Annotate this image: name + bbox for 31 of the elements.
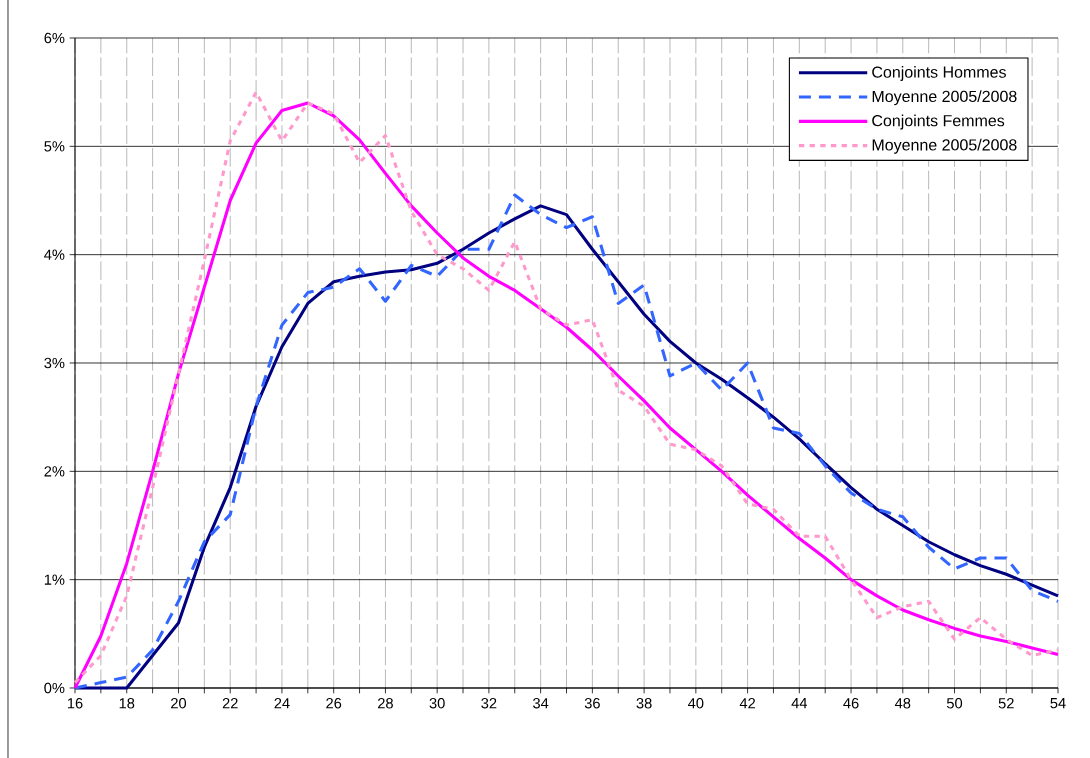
x-tick-label: 26 bbox=[326, 698, 342, 709]
y-tick-label: 6% bbox=[44, 32, 65, 44]
legend-label: Moyenne 2005/2008 bbox=[872, 138, 1017, 154]
x-tick-label: 28 bbox=[378, 698, 393, 709]
x-tick-label: 48 bbox=[894, 698, 911, 709]
x-tick-label: 44 bbox=[791, 698, 808, 709]
x-tick-label: 38 bbox=[636, 698, 652, 709]
x-tick-label: 20 bbox=[171, 698, 187, 709]
x-tick-label: 34 bbox=[533, 698, 549, 709]
x-tick-label: 24 bbox=[274, 698, 290, 709]
x-tick-label: 40 bbox=[688, 698, 704, 709]
x-tick-label: 32 bbox=[481, 698, 497, 709]
x-tick-label: 50 bbox=[946, 698, 963, 709]
y-tick-label: 1% bbox=[44, 574, 65, 585]
y-tick-label: 0% bbox=[44, 682, 65, 694]
y-tick-label: 2% bbox=[44, 466, 65, 477]
legend-label: Conjoints Hommes bbox=[872, 66, 1006, 81]
x-tick-label: 54 bbox=[1050, 698, 1066, 709]
y-tick-label: 4% bbox=[44, 249, 65, 260]
x-tick-label: 46 bbox=[843, 698, 859, 709]
x-tick-label: 18 bbox=[119, 698, 135, 709]
y-tick-label: 5% bbox=[44, 141, 65, 152]
x-tick-label: 52 bbox=[998, 698, 1014, 709]
x-tick-label: 30 bbox=[429, 698, 445, 709]
x-tick-label: 22 bbox=[222, 698, 238, 709]
legend-label: Conjoints Femmes bbox=[872, 114, 1005, 130]
x-tick-label: 36 bbox=[584, 698, 600, 709]
x-tick-label: 42 bbox=[739, 698, 755, 709]
x-tick-label: 16 bbox=[67, 698, 83, 709]
legend-label: Moyenne 2005/2008 bbox=[872, 90, 1017, 106]
y-tick-label: 3% bbox=[44, 357, 65, 369]
